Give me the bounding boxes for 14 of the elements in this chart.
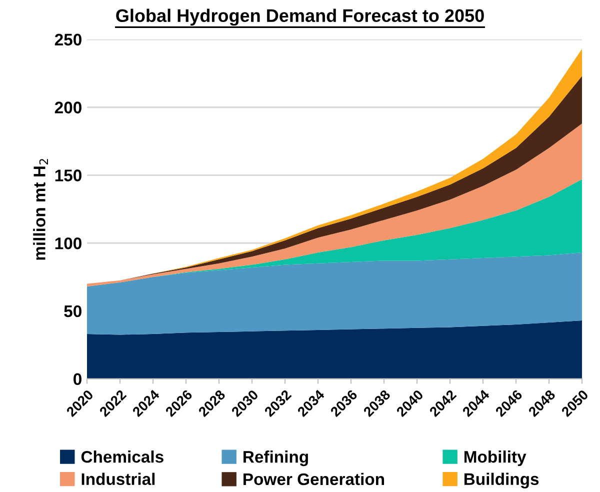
chart-title: Global Hydrogen Demand Forecast to 2050 [116,8,484,26]
legend-label: Chemicals [81,450,164,463]
legend-label: Mobility [464,450,526,466]
legend-label: Power Generation [244,472,384,486]
y-tick-label: 100 [55,237,82,250]
legend-label: Industrial [82,472,155,486]
y-tick-label: 200 [54,102,82,114]
y-tick-label: 50 [64,305,82,318]
y-axis-title: million mt H$_{2}$ [33,159,48,260]
y-tick-label: 250 [54,34,82,46]
y-tick-label: 150 [55,170,82,182]
legend-label: Refining [244,450,308,466]
y-tick-label: 0 [74,373,82,386]
legend-label: Buildings [464,472,539,488]
